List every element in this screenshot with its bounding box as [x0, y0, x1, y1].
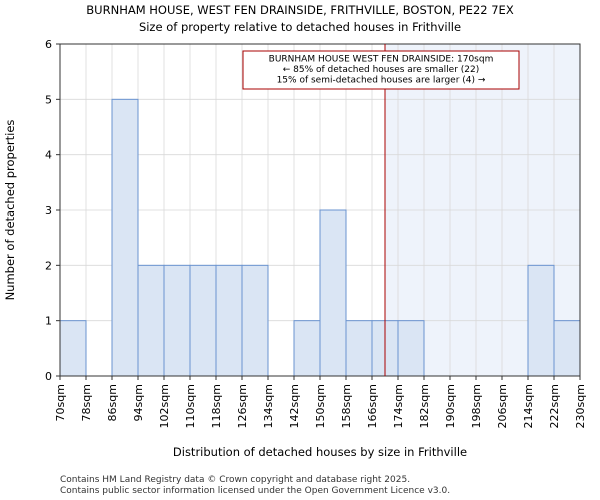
- histogram-bar: [241, 264, 269, 377]
- histogram-bar: [111, 98, 139, 377]
- histogram-bar: [189, 264, 217, 377]
- footer-line-2: Contains public sector information licen…: [60, 486, 450, 496]
- annotation-line: ← 85% of detached houses are smaller (22…: [283, 65, 480, 75]
- x-tick-label: 198sqm: [470, 384, 483, 428]
- histogram-bar: [59, 320, 87, 377]
- histogram-bar: [293, 320, 321, 377]
- y-tick-label: 2: [45, 259, 52, 272]
- histogram-bar: [345, 320, 373, 377]
- x-tick-label: 150sqm: [314, 384, 327, 428]
- y-tick-label: 4: [45, 149, 52, 162]
- x-tick-label: 94sqm: [132, 384, 145, 421]
- x-tick-label: 230sqm: [574, 384, 587, 428]
- x-tick-label: 118sqm: [210, 384, 223, 428]
- x-tick-label: 158sqm: [340, 384, 353, 428]
- y-tick-label: 6: [45, 38, 52, 51]
- x-tick-label: 70sqm: [54, 384, 67, 421]
- histogram-bar: [319, 209, 347, 377]
- footer-line-1: Contains HM Land Registry data © Crown c…: [60, 475, 410, 485]
- x-tick-label: 190sqm: [444, 384, 457, 428]
- x-tick-label: 214sqm: [522, 384, 535, 428]
- histogram-bar: [137, 264, 165, 377]
- histogram-bar: [397, 320, 425, 377]
- annotation-line: 15% of semi-detached houses are larger (…: [277, 76, 486, 86]
- y-tick-label: 3: [45, 204, 52, 217]
- x-tick-label: 86sqm: [106, 384, 119, 421]
- x-axis-label: Distribution of detached houses by size …: [173, 445, 467, 459]
- histogram-bar: [215, 264, 243, 377]
- x-tick-label: 134sqm: [262, 384, 275, 428]
- annotation-line: BURNHAM HOUSE WEST FEN DRAINSIDE: 170sqm: [269, 55, 494, 65]
- y-tick-label: 1: [45, 315, 52, 328]
- histogram-bar: [163, 264, 191, 377]
- histogram-bar: [527, 264, 555, 377]
- x-tick-label: 206sqm: [496, 384, 509, 428]
- chart-subtitle: Size of property relative to detached ho…: [139, 20, 461, 34]
- y-tick-label: 0: [45, 370, 52, 383]
- y-axis-label: Number of detached properties: [3, 120, 17, 301]
- x-tick-label: 102sqm: [158, 384, 171, 428]
- x-tick-label: 78sqm: [80, 384, 93, 421]
- x-tick-label: 126sqm: [236, 384, 249, 428]
- x-tick-label: 110sqm: [184, 384, 197, 428]
- x-tick-label: 166sqm: [366, 384, 379, 428]
- annotation-box: [242, 50, 520, 90]
- x-tick-label: 142sqm: [288, 384, 301, 428]
- x-tick-label: 222sqm: [548, 384, 561, 428]
- x-tick-label: 182sqm: [418, 384, 431, 428]
- x-tick-label: 174sqm: [392, 384, 405, 428]
- y-tick-label: 5: [45, 93, 52, 106]
- chart-title: BURNHAM HOUSE, WEST FEN DRAINSIDE, FRITH…: [86, 3, 514, 17]
- histogram-bar: [553, 320, 581, 377]
